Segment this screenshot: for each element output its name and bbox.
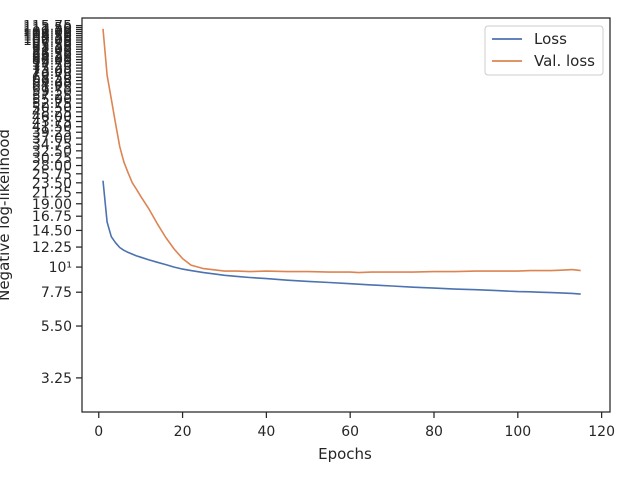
x-axis-ticks: 0 20 40 60 80 100 120 <box>94 412 615 440</box>
y-tick-label: 100.00 <box>23 33 72 49</box>
y-tick-label: 14.50 <box>32 223 72 239</box>
y-tick-label: 97.75 <box>32 35 72 51</box>
y-tick-label: 30.25 <box>32 151 72 167</box>
y-tick-label: 25.75 <box>32 167 72 183</box>
y-tick-label: 109.00 <box>23 25 72 41</box>
y-axis-label: Negative log-likelihood <box>0 129 13 301</box>
y-tick-label: 48.25 <box>32 105 72 121</box>
y-tick-label: 61.75 <box>32 81 72 97</box>
y-tick-label: 86.50 <box>32 47 72 63</box>
y-tick-label: 66.25 <box>32 74 72 90</box>
y-tick-label: 50.50 <box>32 100 72 116</box>
y-tick-label: 111.25 <box>23 22 72 38</box>
y-tick-label: 28.00 <box>32 159 72 175</box>
y-tick-label: 23.50 <box>32 176 72 192</box>
y-tick-label: 84.25 <box>32 50 72 66</box>
y-tick-label: 57.25 <box>32 88 72 104</box>
y-tick-label: 93.25 <box>32 40 72 56</box>
x-tick-label: 20 <box>174 424 192 440</box>
y-tick-label: 104.50 <box>23 29 72 45</box>
legend-label-1: Loss <box>534 30 567 48</box>
y-tick-label: 55.00 <box>32 92 72 108</box>
x-tick-label: 120 <box>588 424 615 440</box>
y-tick-label: 34.75 <box>32 137 72 153</box>
y-tick-label: 52.75 <box>32 96 72 112</box>
y-tick-label: 73.00 <box>32 64 72 80</box>
x-tick-label: 80 <box>425 424 443 440</box>
y-tick-label: 43.75 <box>32 115 72 131</box>
series-line-1 <box>102 180 581 295</box>
y-tick-label: 113.50 <box>23 21 72 37</box>
y-tick-label: 91.00 <box>32 42 72 58</box>
y-tick-label: 19.00 <box>32 197 72 213</box>
y-tick-label: 79.75 <box>32 55 72 71</box>
legend-label-2: Val. loss <box>534 52 595 70</box>
y-tick-label: 41.50 <box>32 120 72 136</box>
x-axis-label: Epochs <box>318 445 372 463</box>
y-tick-label: 7.75 <box>41 285 72 301</box>
y-tick-label: 82.00 <box>32 53 72 69</box>
series-line-2 <box>102 28 581 274</box>
y-tick-label: 5.50 <box>41 319 72 335</box>
y-tick-label: 39.25 <box>32 125 72 141</box>
y-tick-label: 10¹ <box>49 260 72 276</box>
y-tick-label: 3.25 <box>41 371 72 387</box>
y-tick-label: 59.50 <box>32 84 72 100</box>
plot-frame <box>81 17 611 413</box>
y-axis-ticks: 3.25 5.50 7.75 10¹ 12.2514.5016.7519.0021.25… <box>23 19 82 387</box>
y-tick-label: 64.00 <box>32 77 72 93</box>
y-tick-label: 12.25 <box>32 240 72 256</box>
y-tick-label: 75.25 <box>32 61 72 77</box>
y-tick-label: 46.00 <box>32 110 72 126</box>
y-tick-label: 95.50 <box>32 38 72 54</box>
y-tick-label: 68.50 <box>32 70 72 86</box>
y-tick-label: 32.50 <box>32 144 72 160</box>
y-tick-label: 37.00 <box>32 131 72 147</box>
y-tick-label: 21.25 <box>32 186 72 202</box>
legend: Loss Val. loss <box>484 25 604 76</box>
y-tick-label: 88.75 <box>32 45 72 61</box>
y-tick-label: 77.50 <box>32 58 72 74</box>
legend-items: Loss Val. loss <box>492 30 595 70</box>
y-tick-label: 115.75 <box>23 19 72 35</box>
y-tick-label: 106.75 <box>23 27 72 43</box>
x-tick-label: 60 <box>341 424 359 440</box>
x-tick-label: 0 <box>94 424 103 440</box>
x-tick-label: 100 <box>504 424 531 440</box>
x-tick-label: 40 <box>257 424 275 440</box>
y-tick-label: 16.75 <box>32 209 72 225</box>
plot-lines <box>102 28 581 295</box>
y-tick-label: 102.25 <box>23 31 72 47</box>
y-tick-label: 70.75 <box>32 67 72 83</box>
